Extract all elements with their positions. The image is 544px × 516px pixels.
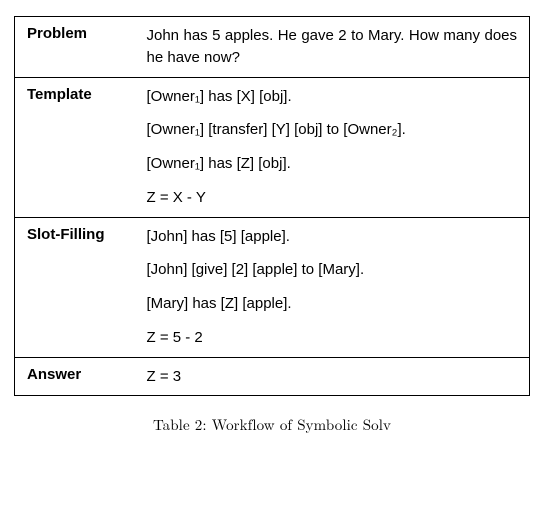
slot-line-0: [John] has [5] [apple]. xyxy=(147,226,518,248)
row-answer: Answer Z = 3 xyxy=(15,357,530,396)
caption-text: Workflow of Symbolic Solv xyxy=(212,414,391,435)
label-template: Template xyxy=(15,77,137,217)
label-problem: Problem xyxy=(15,17,137,78)
label-answer: Answer xyxy=(15,357,137,396)
slot-line-2: [Mary] has [Z] [apple]. xyxy=(147,293,518,315)
row-template: Template [Owner₁] has [X] [obj]. [Owner₁… xyxy=(15,77,530,217)
content-slot-filling: [John] has [5] [apple]. [John] [give] [2… xyxy=(137,217,530,357)
slot-line-3: Z = 5 - 2 xyxy=(147,327,518,349)
content-problem: John has 5 apples. He gave 2 to Mary. Ho… xyxy=(137,17,530,78)
template-line-0: [Owner₁] has [X] [obj]. xyxy=(147,86,518,108)
workflow-table: Problem John has 5 apples. He gave 2 to … xyxy=(14,16,530,396)
content-answer: Z = 3 xyxy=(137,357,530,396)
slot-line-1: [John] [give] [2] [apple] to [Mary]. xyxy=(147,259,518,281)
template-line-2: [Owner₁] has [Z] [obj]. xyxy=(147,153,518,175)
caption-prefix: Table 2: xyxy=(153,414,207,435)
row-slot-filling: Slot-Filling [John] has [5] [apple]. [Jo… xyxy=(15,217,530,357)
template-line-3: Z = X - Y xyxy=(147,187,518,209)
table-caption: Table 2: Workflow of Symbolic Solv xyxy=(14,414,530,435)
label-slot-filling: Slot-Filling xyxy=(15,217,137,357)
row-problem: Problem John has 5 apples. He gave 2 to … xyxy=(15,17,530,78)
template-line-1: [Owner₁] [transfer] [Y] [obj] to [Owner₂… xyxy=(147,119,518,141)
content-template: [Owner₁] has [X] [obj]. [Owner₁] [transf… xyxy=(137,77,530,217)
